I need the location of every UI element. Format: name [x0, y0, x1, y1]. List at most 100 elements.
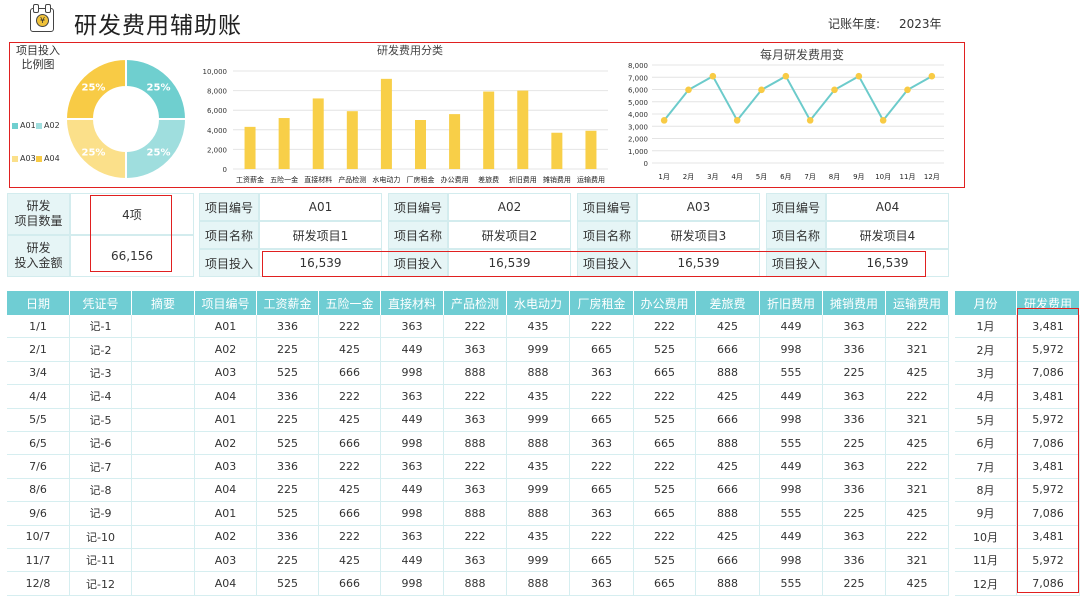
ledger-cell[interactable]: 225 [823, 502, 886, 526]
ledger-cell[interactable]: 888 [507, 361, 570, 386]
ledger-cell[interactable]: 998 [381, 361, 444, 386]
ledger-cell[interactable]: 449 [760, 525, 823, 549]
ledger-cell[interactable]: 10/7 [7, 525, 70, 549]
ledger-cell[interactable]: 449 [381, 478, 444, 503]
ledger-cell[interactable]: 225 [257, 478, 319, 503]
ledger-cell[interactable]: 665 [570, 549, 634, 573]
ledger-cell[interactable]: 665 [634, 572, 696, 596]
ledger-cell[interactable]: 525 [634, 478, 696, 503]
ledger-cell[interactable]: 425 [696, 525, 760, 549]
ledger-cell[interactable]: 222 [319, 525, 381, 549]
ledger-cell[interactable]: 222 [634, 455, 696, 479]
ledger-cell[interactable]: 449 [381, 338, 444, 362]
ledger-cell[interactable]: 525 [257, 502, 319, 526]
column-header-5[interactable]: 五险一金 [319, 291, 381, 315]
ledger-cell[interactable] [132, 315, 195, 339]
ledger-cell[interactable]: 435 [507, 455, 570, 479]
ledger-cell[interactable]: 363 [570, 361, 634, 386]
ledger-cell[interactable]: 998 [760, 408, 823, 432]
ledger-cell[interactable]: 记-10 [70, 525, 132, 549]
column-header-12[interactable]: 折旧费用 [760, 291, 823, 315]
monthly-cell[interactable]: 7,086 [1017, 432, 1080, 456]
ledger-cell[interactable]: 记-6 [70, 432, 132, 456]
column-header-13[interactable]: 摊销费用 [823, 291, 886, 315]
ledger-cell[interactable] [132, 502, 195, 526]
year-value[interactable]: 2023年 [899, 17, 942, 31]
ledger-cell[interactable]: 525 [257, 572, 319, 596]
ledger-cell[interactable]: 记-9 [70, 502, 132, 526]
ledger-cell[interactable]: 记-8 [70, 478, 132, 503]
column-header-11[interactable]: 差旅费 [696, 291, 760, 315]
ledger-cell[interactable]: 435 [507, 385, 570, 409]
ledger-cell[interactable] [132, 478, 195, 503]
ledger-cell[interactable]: A04 [195, 572, 257, 596]
ledger-cell[interactable]: 665 [634, 502, 696, 526]
ledger-cell[interactable]: 525 [257, 361, 319, 386]
ledger-cell[interactable]: 222 [444, 315, 507, 339]
monthly-cell[interactable]: 3,481 [1017, 455, 1080, 479]
ledger-cell[interactable]: 998 [381, 432, 444, 456]
monthly-cell[interactable]: 3,481 [1017, 385, 1080, 409]
ledger-cell[interactable]: 222 [319, 315, 381, 339]
ledger-cell[interactable]: 222 [886, 315, 949, 339]
column-header-9[interactable]: 厂房租金 [570, 291, 634, 315]
ledger-cell[interactable]: 999 [507, 478, 570, 503]
monthly-cell[interactable]: 5月 [955, 408, 1017, 432]
ledger-cell[interactable]: 222 [886, 525, 949, 549]
ledger-cell[interactable]: 222 [634, 385, 696, 409]
ledger-cell[interactable]: 363 [823, 455, 886, 479]
ledger-cell[interactable]: 425 [886, 572, 949, 596]
monthly-cell[interactable]: 7,086 [1017, 361, 1080, 386]
ledger-cell[interactable]: 2/1 [7, 338, 70, 362]
ledger-cell[interactable]: 449 [381, 408, 444, 432]
monthly-cell[interactable]: 11月 [955, 549, 1017, 573]
ledger-cell[interactable]: 525 [634, 549, 696, 573]
ledger-cell[interactable] [132, 525, 195, 549]
ledger-cell[interactable]: 336 [823, 478, 886, 503]
ledger-cell[interactable]: 666 [319, 361, 381, 386]
column-header-7[interactable]: 产品检测 [444, 291, 507, 315]
ledger-cell[interactable]: 888 [444, 572, 507, 596]
ledger-cell[interactable] [132, 572, 195, 596]
ledger-cell[interactable]: 998 [760, 338, 823, 362]
ledger-cell[interactable]: 425 [696, 315, 760, 339]
ledger-cell[interactable]: 225 [257, 408, 319, 432]
ledger-cell[interactable]: 425 [319, 338, 381, 362]
ledger-cell[interactable]: 666 [319, 502, 381, 526]
ledger-cell[interactable]: 363 [823, 525, 886, 549]
ledger-cell[interactable]: 888 [696, 432, 760, 456]
monthly-cell[interactable]: 3月 [955, 361, 1017, 386]
monthly-cell[interactable]: 12月 [955, 572, 1017, 596]
ledger-cell[interactable]: 222 [570, 525, 634, 549]
ledger-cell[interactable]: 363 [381, 315, 444, 339]
ledger-cell[interactable]: 363 [381, 385, 444, 409]
monthly-cell[interactable]: 7月 [955, 455, 1017, 479]
monthly-cell[interactable]: 10月 [955, 525, 1017, 549]
ledger-cell[interactable]: 888 [696, 361, 760, 386]
ledger-cell[interactable]: 7/6 [7, 455, 70, 479]
ledger-cell[interactable]: 225 [257, 549, 319, 573]
ledger-cell[interactable]: 888 [696, 572, 760, 596]
ledger-cell[interactable]: 5/5 [7, 408, 70, 432]
ledger-cell[interactable]: 525 [634, 408, 696, 432]
ledger-cell[interactable]: 记-2 [70, 338, 132, 362]
ledger-cell[interactable]: 321 [886, 549, 949, 573]
ledger-cell[interactable]: 998 [760, 549, 823, 573]
ledger-cell[interactable] [132, 385, 195, 409]
ledger-cell[interactable]: 666 [696, 549, 760, 573]
ledger-cell[interactable]: 225 [823, 432, 886, 456]
ledger-cell[interactable]: 449 [760, 455, 823, 479]
ledger-cell[interactable]: 888 [696, 502, 760, 526]
ledger-cell[interactable]: 449 [760, 385, 823, 409]
monthly-cell[interactable]: 1月 [955, 315, 1017, 339]
column-header-2[interactable]: 摘要 [132, 291, 195, 315]
ledger-cell[interactable]: 998 [381, 572, 444, 596]
ledger-cell[interactable]: A04 [195, 385, 257, 409]
ledger-cell[interactable]: 435 [507, 525, 570, 549]
ledger-cell[interactable]: 336 [257, 525, 319, 549]
monthly-cell[interactable]: 6月 [955, 432, 1017, 456]
ledger-cell[interactable]: 记-4 [70, 385, 132, 409]
ledger-cell[interactable]: 336 [823, 408, 886, 432]
ledger-cell[interactable]: 记-5 [70, 408, 132, 432]
ledger-cell[interactable]: 888 [444, 432, 507, 456]
